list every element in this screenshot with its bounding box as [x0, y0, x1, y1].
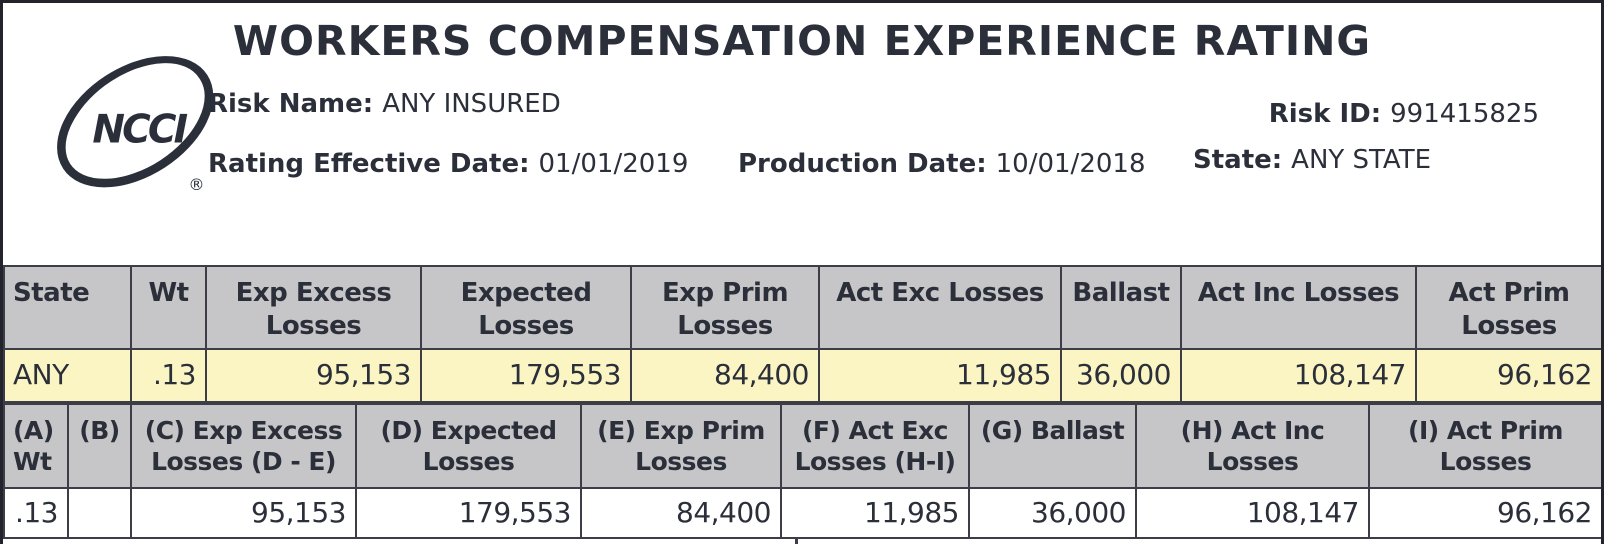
cell-h-act-inc-losses: 108,147 [1135, 487, 1370, 539]
header-cell-exp-prim-losses: Exp Prim Losses [630, 265, 820, 350]
cell-f-act-exc-losses: 11,985 [780, 487, 970, 539]
cell-g-ballast: 36,000 [968, 487, 1137, 539]
cell-i-act-prim-losses: 96,162 [1368, 487, 1601, 539]
cell-ballast: 36,000 [1060, 348, 1182, 403]
detail-data-row: .13 95,153 179,553 84,400 11,985 36,000 … [3, 487, 1601, 539]
header-cell-act-exc-losses: Act Exc Losses [818, 265, 1062, 350]
summary-data-row: ANY .13 95,153 179,553 84,400 11,985 36,… [3, 348, 1601, 403]
header-cell-a-wt: (A) Wt [3, 403, 69, 489]
cell-expected-losses: 179,553 [420, 348, 632, 403]
page-title: WORKERS COMPENSATION EXPERIENCE RATING [232, 17, 1372, 65]
rating-effective-date-label: Rating Effective Date: [208, 149, 530, 179]
cell-exp-excess-losses: 95,153 [205, 348, 422, 403]
cell-d-expected-losses: 179,553 [355, 487, 582, 539]
header-cell-act-inc-losses: Act Inc Losses [1180, 265, 1417, 350]
state-field: State: ANY STATE [1193, 145, 1431, 175]
document-header: WORKERS COMPENSATION EXPERIENCE RATING N… [3, 3, 1601, 265]
cell-exp-prim-losses: 84,400 [630, 348, 820, 403]
cell-wt: .13 [130, 348, 207, 403]
header-cell-g-ballast: (G) Ballast [968, 403, 1137, 489]
header-cell-act-prim-losses: Act Prim Losses [1415, 265, 1601, 350]
svg-text:®: ® [188, 175, 204, 194]
risk-name-value: ANY INSURED [382, 89, 561, 119]
header-cell-e-exp-prim-losses: (E) Exp Prim Losses [580, 403, 782, 489]
detail-header-row: (A) Wt (B) (C) Exp Excess Losses (D - E)… [3, 403, 1601, 489]
header-cell-state: State [3, 265, 132, 350]
cell-act-inc-losses: 108,147 [1180, 348, 1417, 403]
header-cell-c-exp-excess-losses: (C) Exp Excess Losses (D - E) [130, 403, 357, 489]
state-label: State: [1193, 145, 1283, 175]
ncci-logo-icon: NCCI ® [57, 56, 214, 194]
header-cell-b: (B) [67, 403, 132, 489]
risk-name-field: Risk Name: ANY INSURED [208, 89, 561, 119]
risk-id-field: Risk ID: 991415825 [1269, 99, 1539, 129]
production-date-field: Production Date: 10/01/2018 [738, 149, 1145, 179]
cell-act-exc-losses: 11,985 [818, 348, 1062, 403]
cell-c-exp-excess-losses: 95,153 [130, 487, 357, 539]
header-cell-wt: Wt [130, 265, 207, 350]
risk-id-value: 991415825 [1390, 99, 1539, 129]
header-cell-expected-losses: Expected Losses [420, 265, 632, 350]
cell-b [67, 487, 132, 539]
header-cell-f-act-exc-losses: (F) Act Exc Losses (H-I) [780, 403, 970, 489]
header-cell-d-expected-losses: (D) Expected Losses [355, 403, 582, 489]
summary-table: State Wt Exp Excess Losses Expected Loss… [3, 265, 1601, 403]
header-cell-h-act-inc-losses: (H) Act Inc Losses [1135, 403, 1370, 489]
production-date-value: 10/01/2018 [995, 149, 1146, 179]
cell-a-wt: .13 [3, 487, 69, 539]
state-value: ANY STATE [1291, 145, 1431, 175]
risk-id-label: Risk ID: [1268, 99, 1382, 129]
detail-table: (A) Wt (B) (C) Exp Excess Losses (D - E)… [3, 403, 1601, 539]
header-cell-exp-excess-losses: Exp Excess Losses [205, 265, 422, 350]
production-date-label: Production Date: [738, 149, 987, 179]
next-row-border-stub [795, 537, 798, 544]
ncci-logo: NCCI ® [43, 53, 233, 198]
rating-effective-date-field: Rating Effective Date: 01/01/2019 [208, 149, 688, 179]
cell-state: ANY [3, 348, 132, 403]
risk-name-label: Risk Name: [208, 89, 374, 119]
header-cell-ballast: Ballast [1060, 265, 1182, 350]
cell-e-exp-prim-losses: 84,400 [580, 487, 782, 539]
cell-act-prim-losses: 96,162 [1415, 348, 1601, 403]
rating-effective-date-value: 01/01/2019 [538, 149, 689, 179]
summary-header-row: State Wt Exp Excess Losses Expected Loss… [3, 265, 1601, 350]
header-cell-i-act-prim-losses: (I) Act Prim Losses [1368, 403, 1601, 489]
svg-text:NCCI: NCCI [92, 108, 187, 153]
